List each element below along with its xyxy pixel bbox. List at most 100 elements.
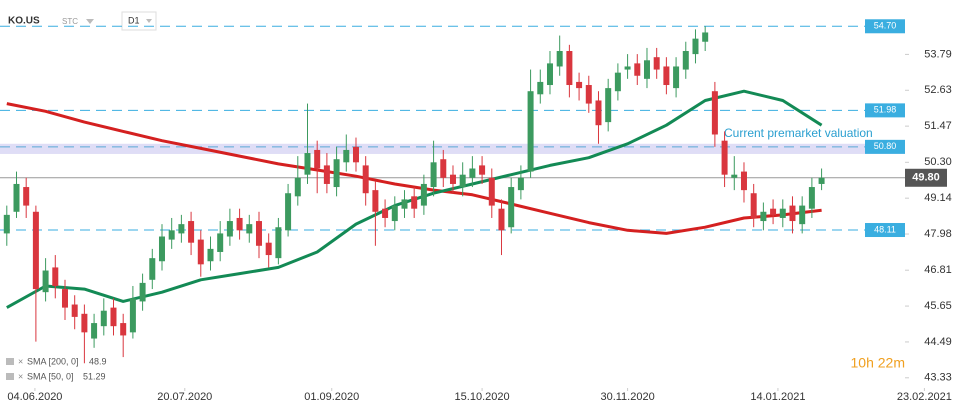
x-tick-label: 14.01.2021 <box>750 391 805 403</box>
candle-body <box>91 323 98 339</box>
candle-body <box>430 162 437 188</box>
x-tick-label: 23.02.2021 <box>897 391 952 403</box>
level-box <box>865 19 905 34</box>
legend-value: 48.9 <box>89 356 107 366</box>
candle-body <box>643 60 650 79</box>
y-tick-label: 52.63 <box>924 84 952 96</box>
legend-name[interactable]: SMA [200, 0] <box>27 356 79 366</box>
candle-body <box>653 57 660 70</box>
candle-body <box>498 208 505 231</box>
candle-body <box>207 248 214 262</box>
y-tick-label: 53.79 <box>924 48 952 60</box>
candle-body <box>556 51 563 67</box>
y-tick-label: 49.14 <box>924 192 952 204</box>
candle-body <box>158 236 165 262</box>
candle-body <box>576 81 583 89</box>
candle-body <box>740 171 747 191</box>
candle-body <box>546 63 553 86</box>
candle-body <box>323 165 330 184</box>
x-tick-label: 30.11.2020 <box>600 391 654 403</box>
candle-body <box>255 221 262 246</box>
candle-body <box>818 177 825 184</box>
current-price-box <box>905 168 947 187</box>
symbol[interactable]: KO.US <box>8 16 40 27</box>
candle-body <box>333 159 340 188</box>
y-tick-label: 50.30 <box>924 156 952 168</box>
level-box <box>865 103 905 118</box>
candle-body <box>595 100 602 126</box>
candle-body <box>585 85 592 104</box>
candle-body <box>246 224 253 234</box>
candle-body <box>508 187 515 228</box>
candle-body <box>129 298 136 333</box>
candle-body <box>799 205 806 225</box>
candle-body <box>459 174 466 188</box>
x-tick-label: 01.09.2020 <box>304 391 359 403</box>
candle-body <box>779 208 786 218</box>
candle-body <box>711 91 718 135</box>
interval-arrow[interactable] <box>146 19 152 23</box>
candle-body <box>760 211 767 222</box>
candle-body <box>401 199 408 209</box>
candle-body <box>362 165 369 194</box>
x-tick-label: 04.06.2020 <box>7 391 62 403</box>
legend-close: × <box>18 356 23 366</box>
zone-level-label: 50.80 <box>874 141 897 151</box>
level-label: 54.70 <box>874 21 897 31</box>
candle-body <box>188 221 195 243</box>
candle-body <box>673 66 680 89</box>
candle-body <box>304 153 311 175</box>
legend-close: × <box>18 371 23 381</box>
candle-body <box>682 51 689 70</box>
candle-body <box>32 211 39 290</box>
candle-body <box>517 177 524 191</box>
candle-body <box>314 149 321 169</box>
candle-body <box>275 227 282 259</box>
candle-body <box>285 193 292 231</box>
candle-body <box>537 81 544 95</box>
y-tick-label: 43.33 <box>924 372 952 384</box>
candle-body <box>265 242 272 256</box>
candle-body <box>634 63 641 76</box>
dropdown-arrow[interactable] <box>86 19 94 24</box>
candle-body <box>372 190 379 212</box>
level-label: 51.98 <box>874 105 897 115</box>
y-tick-label: 47.98 <box>924 228 952 240</box>
candle-body <box>236 217 243 231</box>
candle-body <box>178 224 185 234</box>
candle-body <box>440 159 447 178</box>
candle-body <box>663 66 670 86</box>
candle-body <box>469 168 476 178</box>
current-price-label: 49.80 <box>912 172 940 184</box>
candle-body <box>808 187 815 209</box>
candle-body <box>217 233 224 252</box>
premarket-zone <box>0 143 905 154</box>
candle-body <box>139 282 146 302</box>
candle-body <box>692 38 699 55</box>
candle-body <box>100 310 107 327</box>
legend-name[interactable]: SMA [50, 0] <box>27 371 74 381</box>
candle-body <box>527 91 534 172</box>
interval[interactable]: D1 <box>128 15 140 25</box>
candle-body <box>702 32 709 42</box>
legend-icon <box>6 358 14 365</box>
candle-body <box>721 140 728 175</box>
candle-body <box>605 88 612 123</box>
zone-text: Current premarket valuation <box>724 126 873 140</box>
y-tick-label: 51.47 <box>924 120 952 132</box>
candle-body <box>13 183 20 212</box>
candle-body <box>479 165 486 175</box>
legend-value: 51.29 <box>83 371 106 381</box>
candle-body <box>449 174 456 184</box>
candle-body <box>614 72 621 92</box>
x-tick-label: 15.10.2020 <box>455 391 510 403</box>
candle-body <box>197 239 204 265</box>
candle-body <box>566 51 573 86</box>
candle-body <box>352 146 359 163</box>
market: STC <box>62 17 78 26</box>
candle-body <box>110 307 117 327</box>
interval-box[interactable] <box>121 11 157 31</box>
candle-body <box>3 214 10 234</box>
